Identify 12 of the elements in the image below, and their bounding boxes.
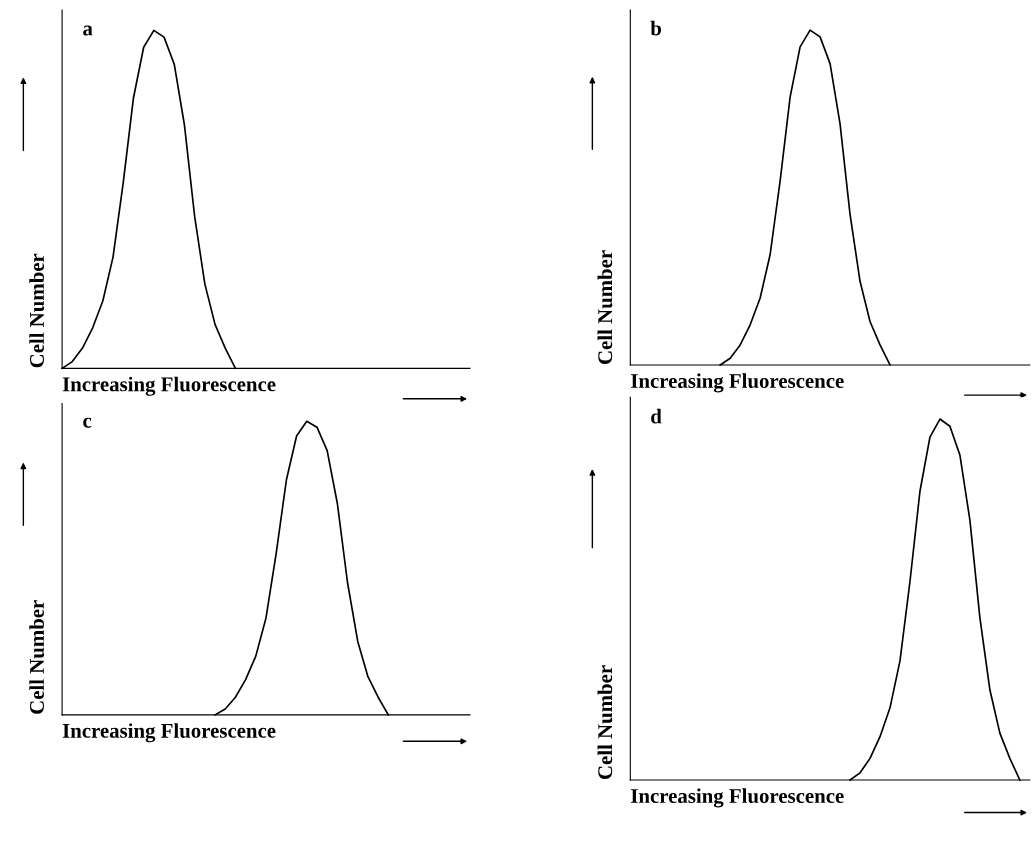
x-axis-title: Increasing Fluorescence — [631, 373, 844, 393]
y-axis-title: Cell Number — [597, 250, 613, 364]
annotation: a — [83, 25, 93, 36]
annotation: b — [650, 20, 662, 36]
y-axis-title: Cell Number — [29, 600, 45, 714]
y-axis-title: Cell Number — [29, 253, 45, 368]
annotation: d — [651, 408, 662, 424]
y-axis-title: Cell Number — [597, 665, 613, 780]
x-axis-title: Increasing Fluorescence — [62, 376, 276, 396]
x-axis-title: Increasing Fluorescence — [62, 723, 276, 743]
x-axis-title: Increasing Fluorescence — [631, 788, 844, 808]
annotation: c — [83, 417, 92, 428]
